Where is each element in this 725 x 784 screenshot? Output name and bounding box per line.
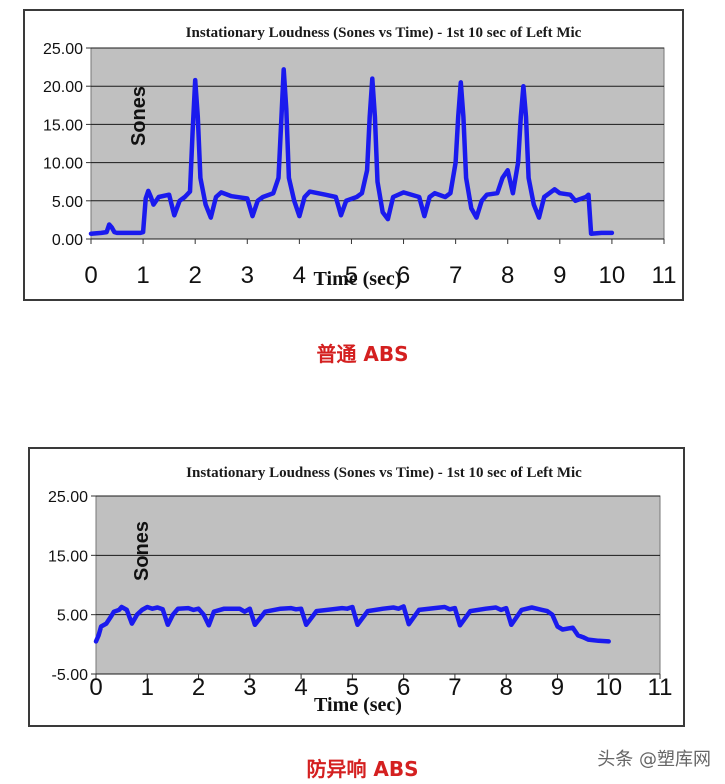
chart-title: Instationary Loudness (Sones vs Time) - … xyxy=(186,25,582,41)
x-tick-label: 9 xyxy=(553,262,566,289)
x-tick-label: 2 xyxy=(189,262,202,289)
watermark: 头条 @塑库网 xyxy=(597,745,711,771)
y-tick-label: 15.00 xyxy=(43,117,83,134)
y-tick-label: 25.00 xyxy=(48,489,88,506)
plot-area xyxy=(95,495,661,675)
x-tick-label: 3 xyxy=(241,262,254,289)
x-tick-label: 10 xyxy=(595,674,622,701)
y-tick-label: 5.00 xyxy=(57,608,88,625)
x-tick-label: 0 xyxy=(89,674,102,701)
x-tick-label: 11 xyxy=(648,674,673,701)
x-tick-label: 1 xyxy=(136,262,149,289)
y-tick-label: 5.00 xyxy=(52,194,83,211)
y-tick-label: 0.00 xyxy=(52,232,83,249)
chart-frame-normal-abs: Instationary Loudness (Sones vs Time) - … xyxy=(23,9,684,301)
series-line xyxy=(93,604,611,644)
chart-normal-abs: Instationary Loudness (Sones vs Time) - … xyxy=(43,25,677,290)
x-tick-label: 1 xyxy=(141,674,154,701)
x-tick-label: 6 xyxy=(397,262,410,289)
x-axis-label: Time (sec) xyxy=(314,268,402,290)
x-tick-label: 11 xyxy=(652,262,677,289)
x-tick-label: 4 xyxy=(294,674,307,701)
x-tick-label: 0 xyxy=(84,262,97,289)
y-tick-label: -5.00 xyxy=(52,667,89,684)
x-tick-label: 7 xyxy=(448,674,461,701)
chart-title: Instationary Loudness (Sones vs Time) - … xyxy=(186,465,582,481)
caption-anti-squeak-abs: 防异响 ABS xyxy=(306,757,419,781)
x-axis-label: Time (sec) xyxy=(314,694,402,716)
caption-normal-abs: 普通 ABS xyxy=(316,342,409,366)
x-tick-label: 8 xyxy=(501,262,514,289)
y-tick-label: 10.00 xyxy=(43,156,83,173)
y-tick-label: 15.00 xyxy=(48,548,88,565)
series-line xyxy=(88,67,615,236)
x-tick-label: 7 xyxy=(449,262,462,289)
x-tick-label: 6 xyxy=(397,674,410,701)
x-tick-label: 5 xyxy=(346,674,359,701)
x-tick-label: 3 xyxy=(243,674,256,701)
x-tick-label: 5 xyxy=(345,262,358,289)
x-tick-label: 8 xyxy=(500,674,513,701)
watermark-text: 头条 @塑库网 xyxy=(597,749,711,770)
x-tick-label: 2 xyxy=(192,674,205,701)
x-tick-label: 9 xyxy=(551,674,564,701)
chart-anti-squeak-abs: Instationary Loudness (Sones vs Time) - … xyxy=(48,465,673,716)
y-axis-label: Sones xyxy=(128,86,150,146)
x-tick-label: 4 xyxy=(293,262,306,289)
y-tick-label: 20.00 xyxy=(43,79,83,96)
y-axis-label: Sones xyxy=(131,521,153,581)
y-tick-label: 25.00 xyxy=(43,41,83,58)
x-tick-label: 10 xyxy=(599,262,626,289)
chart-frame-anti-squeak-abs: Instationary Loudness (Sones vs Time) - … xyxy=(28,447,685,727)
